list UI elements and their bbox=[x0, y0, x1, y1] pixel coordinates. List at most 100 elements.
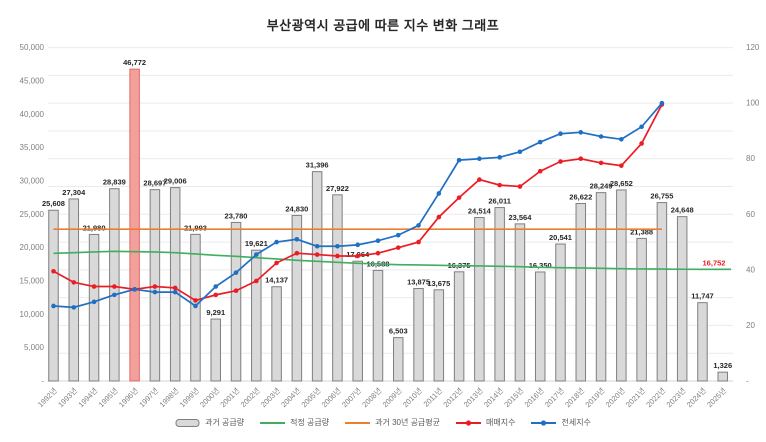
bar-label: 28,697 bbox=[143, 179, 166, 188]
line-jeonse-index-dot bbox=[91, 299, 97, 305]
left-axis-tick: - bbox=[41, 377, 44, 386]
line-jeonse-index-dot bbox=[213, 284, 219, 289]
line-jeonse-index-dot bbox=[477, 156, 482, 162]
x-axis-label: 2022년 bbox=[644, 385, 668, 409]
bar-label: 21,993 bbox=[184, 223, 207, 232]
bar-1998년 bbox=[169, 187, 181, 382]
x-axis-label: 2013년 bbox=[461, 385, 485, 409]
line-sale-index-dot bbox=[537, 168, 543, 174]
x-axis-label: 1997년 bbox=[137, 385, 161, 409]
bar-2019년 bbox=[595, 192, 607, 382]
line-jeonse-index-dot bbox=[355, 242, 361, 248]
x-axis-label: 2016년 bbox=[522, 385, 546, 409]
bar-label: 6,503 bbox=[389, 327, 408, 336]
line-jeonse-index-dot bbox=[639, 124, 644, 130]
line-jeonse-index-dot bbox=[578, 130, 584, 135]
legend-item-2: 과거 30년 공급평균 bbox=[345, 417, 440, 428]
line-sale-index-dot bbox=[436, 214, 442, 220]
line-sale-index-dot bbox=[193, 298, 198, 303]
left-axis-tick: 30,000 bbox=[20, 176, 45, 185]
bar-label: 26,011 bbox=[488, 197, 511, 206]
x-axis-label: 2014년 bbox=[481, 385, 505, 409]
bar-2014년 bbox=[494, 207, 505, 382]
bar-2002년 bbox=[251, 249, 262, 382]
bar-2013년 bbox=[474, 217, 485, 382]
bar-label: 27,922 bbox=[326, 184, 349, 193]
bar-label: 29,006 bbox=[164, 177, 187, 186]
line-jeonse-index-dot bbox=[416, 223, 421, 228]
bar-2008년 bbox=[372, 269, 384, 382]
x-axis-label: 1995년 bbox=[96, 385, 120, 409]
line-sale-index-dot bbox=[517, 184, 523, 189]
line-sale-index-dot bbox=[456, 195, 462, 200]
bar-2003년 bbox=[271, 286, 282, 382]
line-sale-index-dot bbox=[152, 284, 158, 289]
bar-2010년 bbox=[413, 287, 424, 382]
dot-swatch-icon bbox=[541, 419, 547, 426]
x-axis-label: 1996년 bbox=[116, 385, 140, 409]
line-sale-index-dot bbox=[639, 141, 644, 146]
legend-line-swatch bbox=[531, 419, 557, 426]
line-jeonse-index-dot bbox=[598, 134, 604, 139]
bar-2004년 bbox=[291, 214, 303, 382]
bar-1993년 bbox=[68, 198, 80, 382]
legend-label: 과거 30년 공급평균 bbox=[375, 418, 441, 427]
line-sale-index-dot bbox=[355, 253, 361, 259]
line-sale-index-dot bbox=[112, 284, 117, 289]
bar-2025년 bbox=[717, 371, 728, 382]
bar-2015년 bbox=[514, 223, 526, 382]
x-axis-label: 2020년 bbox=[603, 385, 627, 409]
bar-label: 1,326 bbox=[713, 361, 732, 370]
line-jeonse-index-dot bbox=[112, 292, 117, 298]
x-axis-label: 1999년 bbox=[177, 385, 201, 409]
bar-label: 16,350 bbox=[529, 261, 552, 270]
line-sale-index-dot bbox=[477, 177, 482, 182]
line-sale-index-dot bbox=[375, 250, 381, 256]
line-sale-index-dot bbox=[335, 253, 340, 259]
left-axis-tick: 45,000 bbox=[20, 76, 45, 85]
x-axis-label: 2019년 bbox=[583, 385, 607, 409]
x-axis-label: 2017년 bbox=[542, 385, 566, 409]
bar-label: 20,541 bbox=[549, 233, 572, 242]
left-axis-tick: 15,000 bbox=[20, 276, 45, 285]
line-jeonse-index-dot bbox=[456, 157, 462, 163]
bar-2018년 bbox=[575, 202, 587, 382]
left-axis-tick: 5,000 bbox=[24, 343, 45, 352]
left-axis-tick: 50,000 bbox=[20, 43, 45, 52]
x-axis-label: 2003년 bbox=[258, 385, 282, 409]
legend-label: 적정 공급량 bbox=[290, 418, 330, 427]
line-sale-index-dot bbox=[416, 239, 421, 245]
x-axis-label: 2015년 bbox=[502, 385, 526, 409]
line-sale-index-dot bbox=[578, 156, 584, 162]
bar-2020년 bbox=[616, 189, 627, 382]
x-axis-label: 2006년 bbox=[319, 385, 343, 409]
bar-label: 14,137 bbox=[265, 276, 288, 285]
x-axis-label: 1998년 bbox=[157, 385, 181, 409]
x-axis-label: 2000년 bbox=[197, 385, 221, 409]
x-axis-label: 1992년 bbox=[35, 385, 59, 409]
bar-label: 28,839 bbox=[103, 178, 126, 187]
right-axis-tick: 40 bbox=[746, 265, 755, 274]
x-axis-label: 2024년 bbox=[684, 385, 708, 409]
dot-swatch-icon bbox=[465, 419, 472, 426]
line-jeonse-index-dot bbox=[537, 139, 543, 145]
bar-label: 27,304 bbox=[62, 188, 86, 197]
bar-2017년 bbox=[555, 243, 566, 382]
bar-label: 28,249 bbox=[590, 182, 613, 191]
bar-label: 24,648 bbox=[671, 206, 694, 215]
bar-label: 21,388 bbox=[630, 227, 653, 236]
line-jeonse-index-dot bbox=[253, 252, 259, 257]
x-axis-label: 2008년 bbox=[360, 385, 384, 409]
bar-label: 24,514 bbox=[468, 207, 492, 216]
right-axis-tick: 120 bbox=[746, 43, 760, 52]
x-axis-label: 2010년 bbox=[400, 385, 424, 409]
line-sale-index-dot bbox=[314, 252, 320, 257]
x-axis-label: 2001년 bbox=[218, 385, 242, 409]
right-axis-tick: 60 bbox=[746, 210, 755, 219]
x-axis-label: 2009년 bbox=[380, 385, 404, 409]
left-axis-tick: 40,000 bbox=[20, 110, 45, 119]
right-axis-tick: 100 bbox=[746, 99, 760, 108]
line-jeonse-index-dot bbox=[619, 136, 624, 142]
bar-label: 26,755 bbox=[650, 192, 673, 201]
bar-label: 9,291 bbox=[206, 308, 225, 317]
